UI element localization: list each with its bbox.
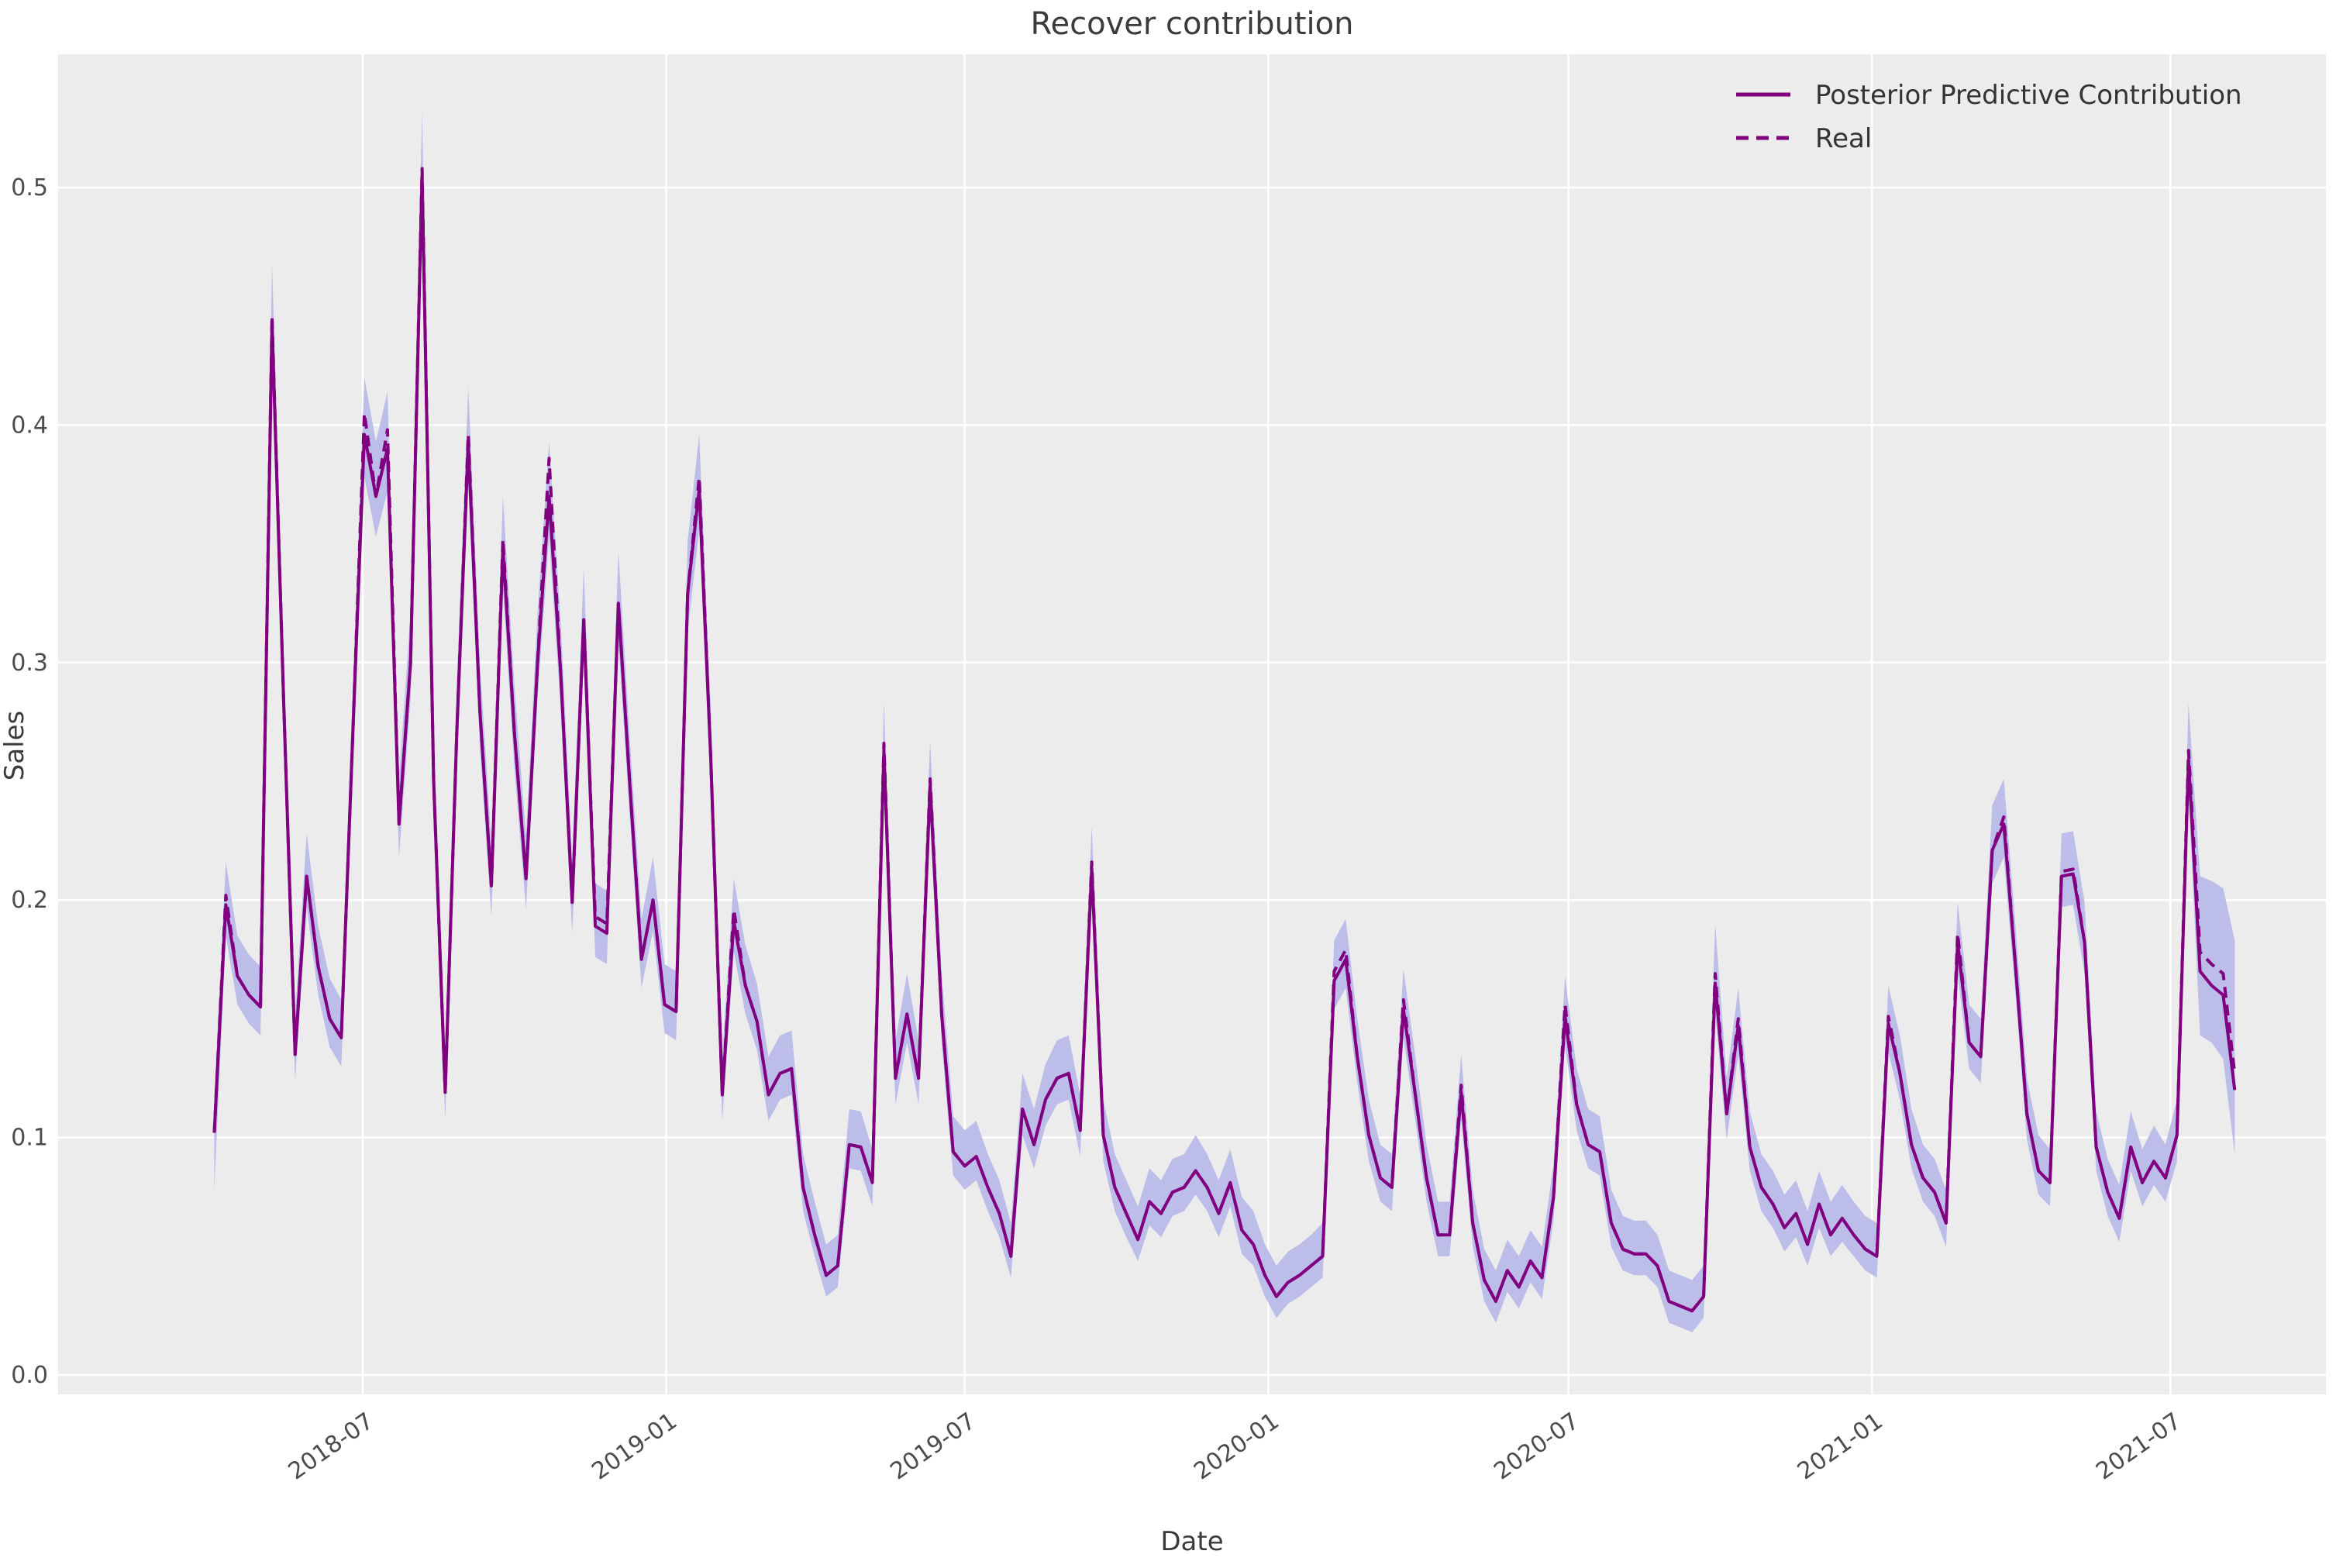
svg-text:0.5: 0.5	[11, 174, 48, 202]
svg-text:0.1: 0.1	[11, 1125, 48, 1152]
svg-text:2021-01: 2021-01	[1793, 1408, 1888, 1486]
svg-text:2019-01: 2019-01	[587, 1408, 682, 1486]
gridlines	[58, 54, 2326, 1394]
legend-real-label: Real	[1815, 123, 1872, 154]
x-tick-labels: 2018-07 2019-01 2019-07 2020-01 2020-07 2021-…	[284, 1408, 2186, 1486]
x-axis-label: Date	[1160, 1526, 1223, 1557]
svg-text:2018-07: 2018-07	[284, 1408, 379, 1486]
svg-text:2020-07: 2020-07	[1489, 1408, 1584, 1486]
svg-text:2019-07: 2019-07	[886, 1408, 981, 1486]
svg-text:0.4: 0.4	[11, 412, 48, 439]
y-tick-labels: 0.0 0.1 0.2 0.3 0.4 0.5	[11, 174, 48, 1389]
legend-posterior-label: Posterior Predictive Contribution	[1815, 80, 2242, 111]
svg-text:2020-01: 2020-01	[1189, 1408, 1284, 1486]
svg-text:0.2: 0.2	[11, 887, 48, 914]
legend: Posterior Predictive Contribution Real	[1736, 80, 2242, 154]
svg-text:0.0: 0.0	[11, 1362, 48, 1389]
real-line	[212, 167, 2237, 1313]
chart-title: Recover contribution	[1031, 6, 1354, 42]
svg-text:2021-07: 2021-07	[2091, 1408, 2186, 1486]
svg-text:0.3: 0.3	[11, 650, 48, 677]
y-axis-label: Sales	[0, 711, 30, 781]
